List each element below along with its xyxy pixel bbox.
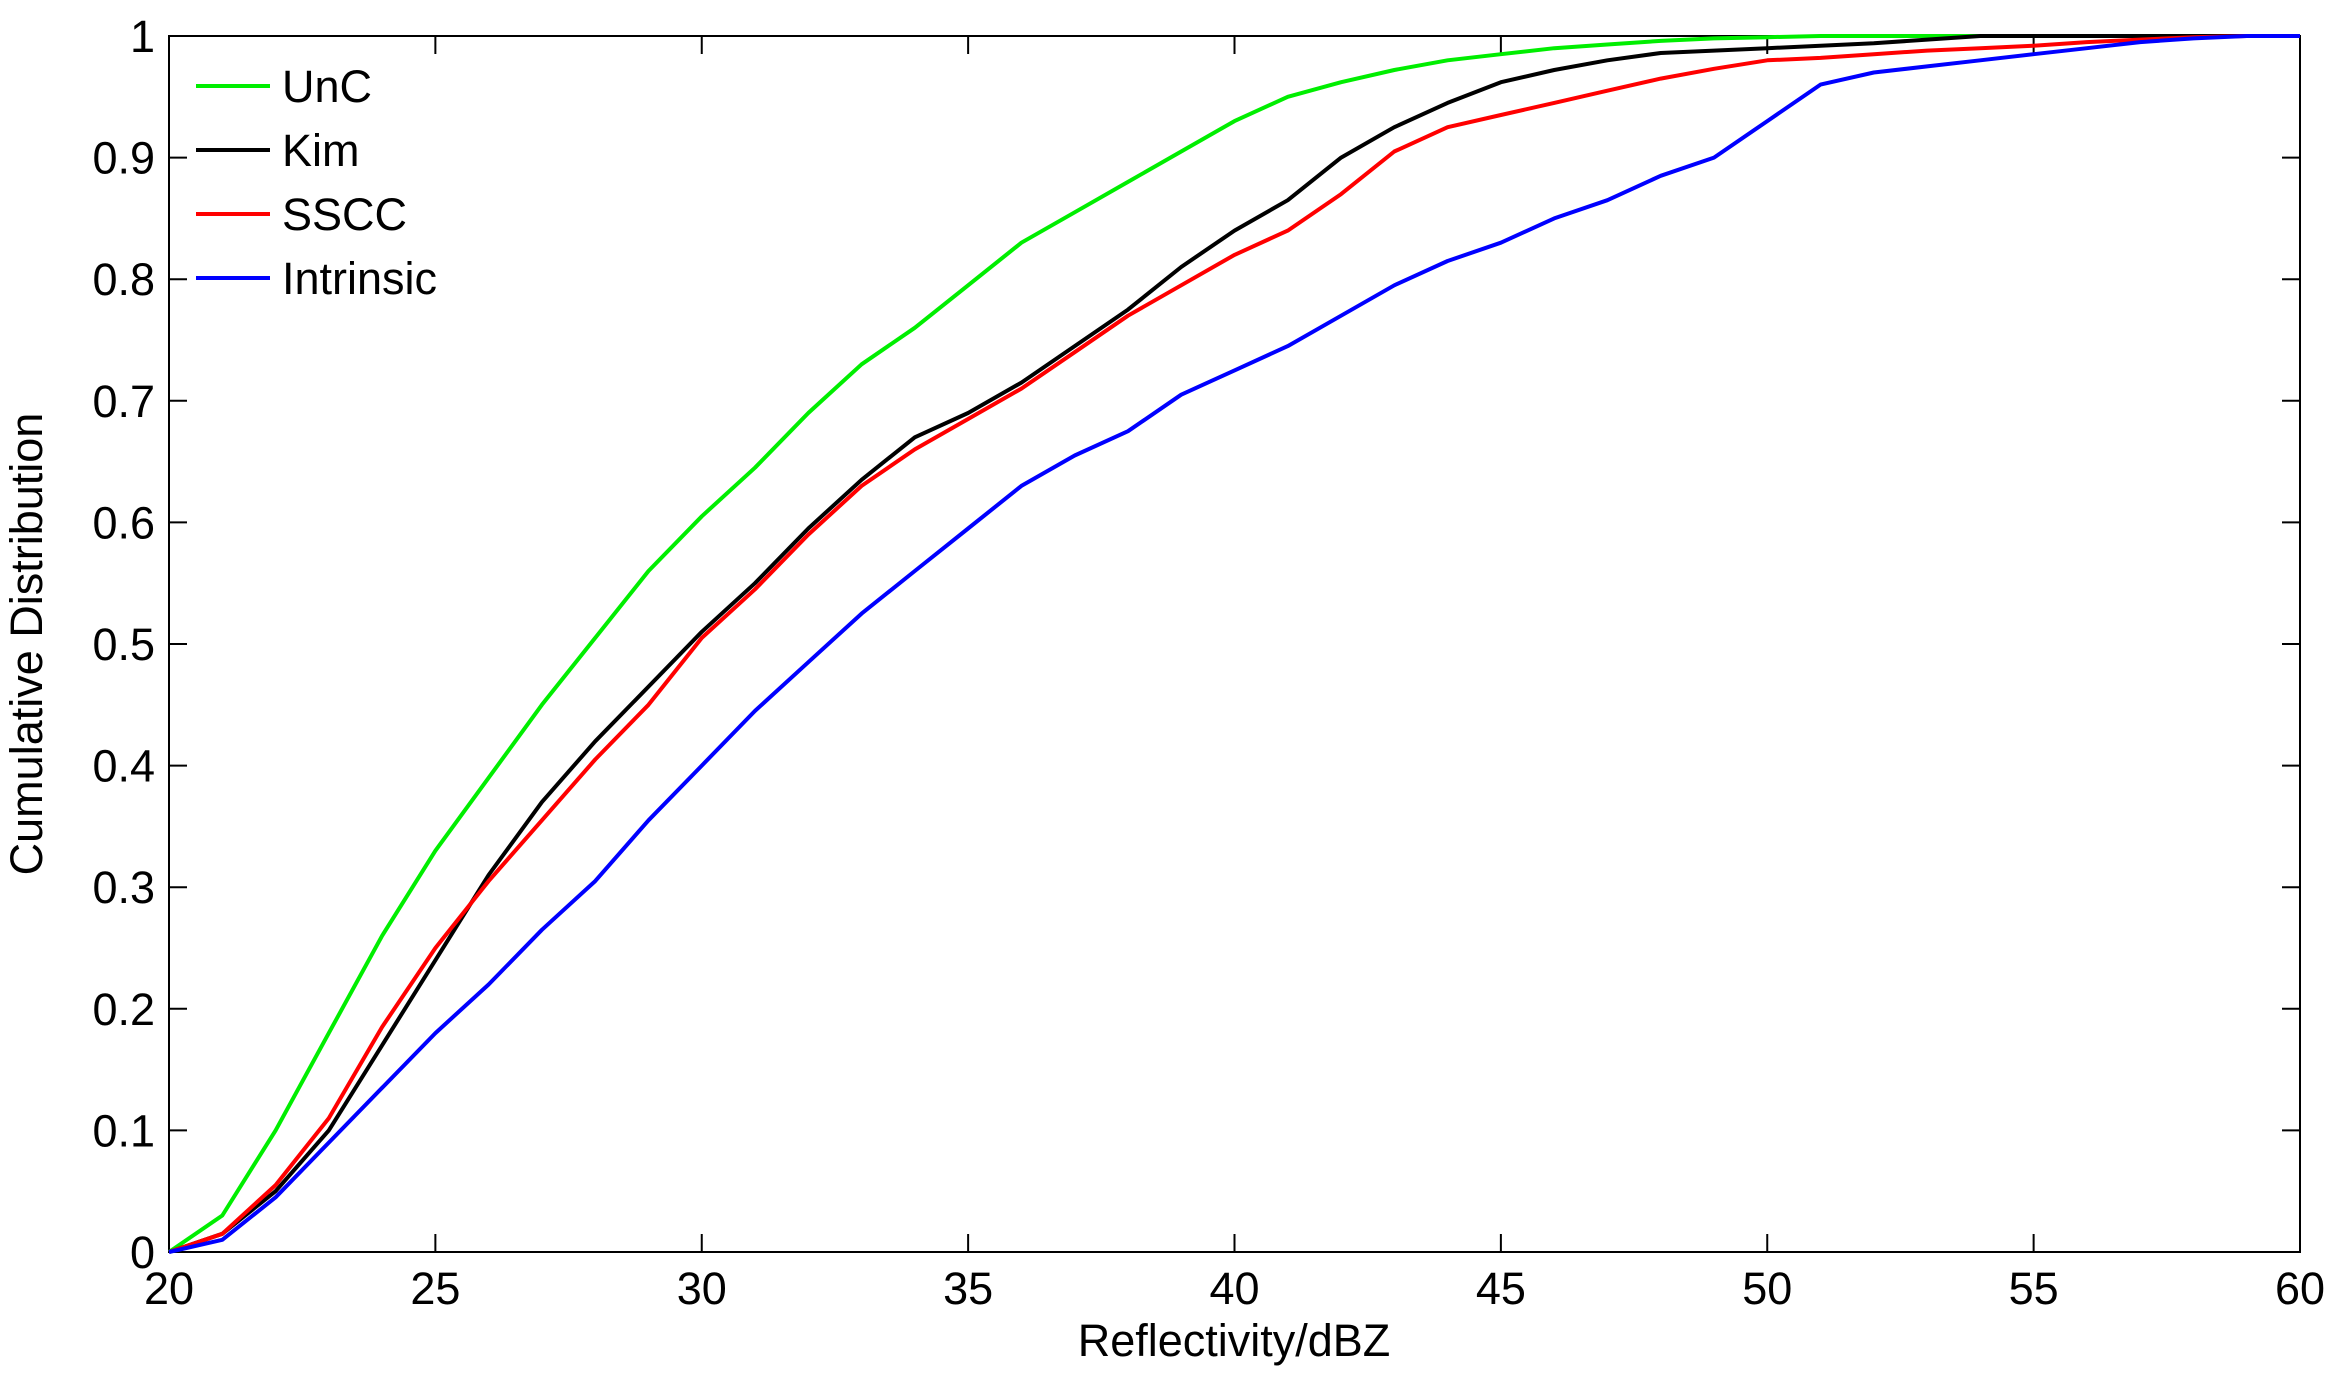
y-tick-label: 0.8 [92, 254, 155, 305]
series-line [168, 34, 2300, 1254]
y-axis-label: Cumulative Distribution [1, 413, 52, 876]
x-tick-label: 35 [943, 1263, 993, 1314]
x-tick-label: 25 [410, 1263, 460, 1314]
legend-label: UnC [282, 61, 372, 112]
y-tick-label: 1 [130, 11, 155, 62]
x-tick-label: 20 [144, 1263, 194, 1314]
legend-label: Kim [282, 125, 360, 176]
x-tick-label: 60 [2275, 1263, 2325, 1314]
series-line [167, 34, 2300, 1254]
legend-label: Intrinsic [282, 253, 437, 304]
series-line [168, 34, 2300, 1254]
legend-label: SSCC [282, 189, 407, 240]
y-tick-label: 0.2 [92, 984, 155, 1035]
y-tick-label: 0.5 [92, 619, 155, 670]
x-tick-label: 40 [1209, 1263, 1259, 1314]
y-tick-label: 0.6 [92, 497, 155, 548]
x-axis-label: Reflectivity/dBZ [1078, 1315, 1391, 1366]
y-tick-label: 0.1 [92, 1105, 155, 1156]
y-tick-label: 0.3 [92, 862, 155, 913]
series-line [168, 34, 2300, 1254]
plot-area [168, 35, 2301, 1253]
y-tick-label: 0.7 [92, 376, 155, 427]
y-tick-label: 0 [130, 1227, 155, 1278]
x-tick-label: 50 [1742, 1263, 1792, 1314]
x-tick-label: 55 [2009, 1263, 2059, 1314]
x-tick-label: 30 [677, 1263, 727, 1314]
y-tick-label: 0.9 [92, 133, 155, 184]
y-tick-label: 0.4 [92, 741, 155, 792]
x-tick-label: 45 [1476, 1263, 1526, 1314]
